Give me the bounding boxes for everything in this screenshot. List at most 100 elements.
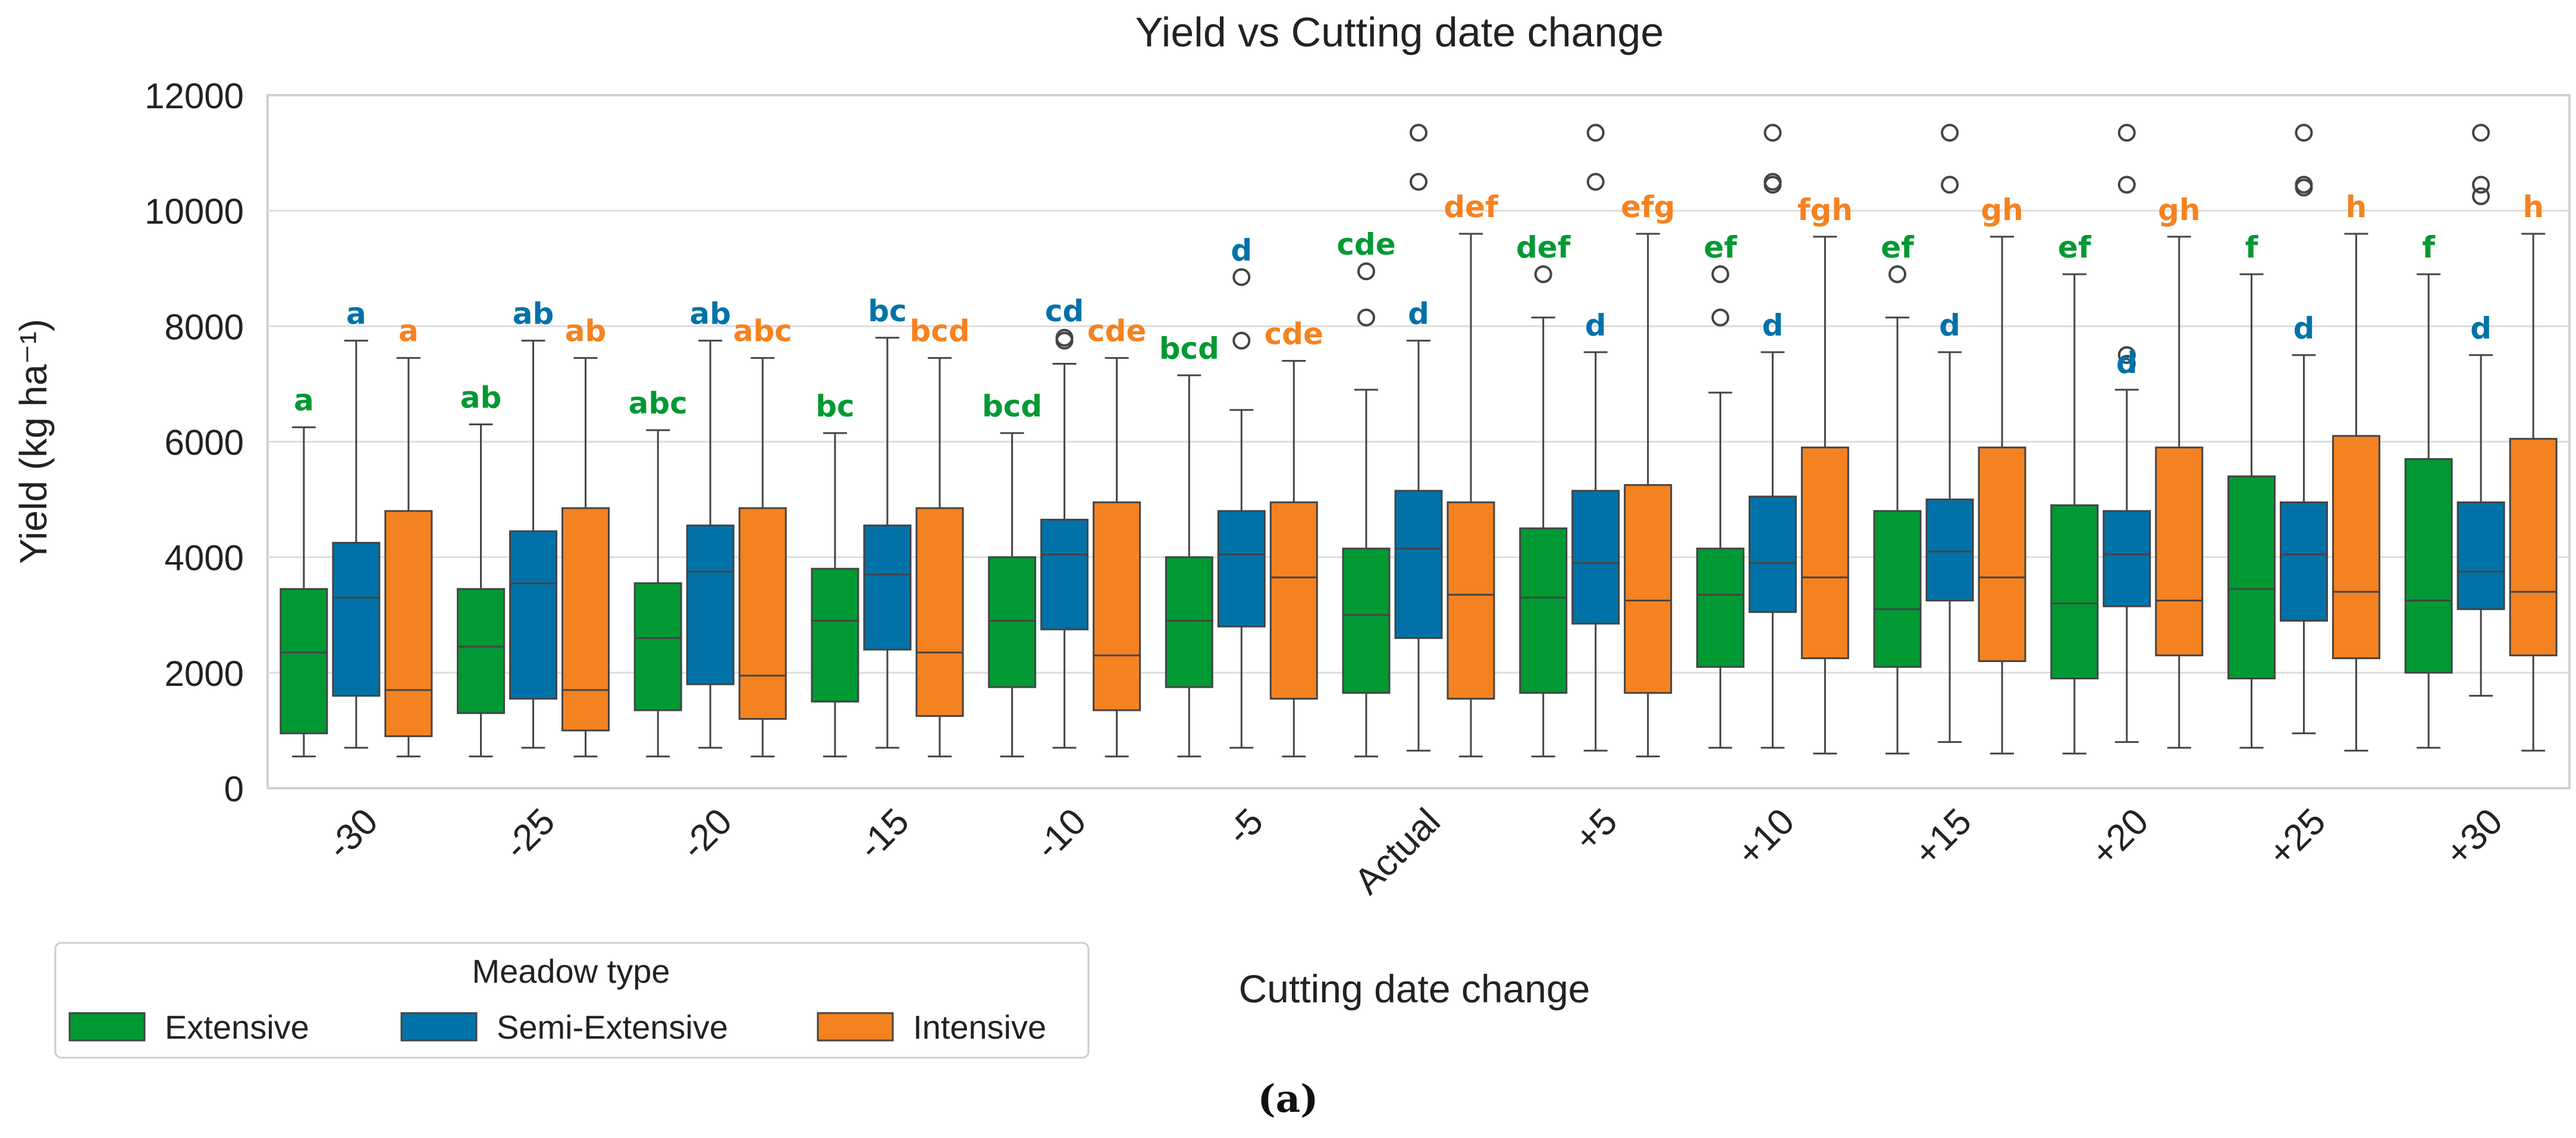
- significance-label: bcd: [909, 314, 969, 349]
- significance-label: d: [1585, 308, 1607, 343]
- outlier-point: [1357, 308, 1375, 327]
- box: [863, 524, 912, 651]
- outlier-point: [1410, 173, 1427, 191]
- box-group: [2155, 236, 2204, 749]
- box-group: [1342, 262, 1391, 758]
- x-tick-label: -25: [496, 801, 563, 867]
- outlier-point: [2295, 124, 2313, 142]
- box-group: [457, 423, 506, 758]
- significance-label: d: [2293, 311, 2315, 346]
- box-group: [1165, 374, 1213, 758]
- y-tick-label: 12000: [145, 76, 244, 116]
- outlier-point: [2117, 355, 2136, 373]
- significance-label: bcd: [1159, 331, 1219, 366]
- legend-label: Semi-Extensive: [497, 1008, 728, 1046]
- significance-label: fgh: [1797, 193, 1853, 227]
- box: [915, 507, 964, 717]
- significance-label: ab: [689, 297, 731, 331]
- outlier-point: [1232, 331, 1251, 350]
- legend-label: Intensive: [913, 1008, 1046, 1046]
- box: [457, 588, 506, 714]
- box-group: [863, 337, 912, 749]
- y-tick-label: 8000: [165, 307, 244, 347]
- box: [633, 582, 682, 711]
- box-group: [738, 357, 787, 758]
- legend-label: Extensive: [165, 1008, 309, 1046]
- box-group: [915, 357, 964, 758]
- y-axis-ticks: 0 2000 4000 6000 8000 10000 12000: [145, 76, 244, 809]
- significance-label: bc: [868, 294, 906, 328]
- box: [1748, 496, 1797, 613]
- significance-label: d: [1762, 308, 1783, 343]
- box: [2155, 446, 2204, 657]
- significance-label: h: [2346, 190, 2367, 224]
- legend-swatch: [817, 1012, 894, 1042]
- significance-label: ab: [513, 297, 554, 331]
- significance-label: ef: [1704, 230, 1738, 265]
- box-group: [2279, 124, 2328, 735]
- box: [1519, 527, 1568, 694]
- significance-label: d: [1231, 233, 1252, 268]
- box-group: [1571, 124, 1620, 752]
- y-tick-label: 10000: [145, 192, 244, 231]
- significance-label: efg: [1621, 190, 1675, 224]
- x-axis-label: Cutting date change: [1239, 967, 1590, 1011]
- box-group: [1748, 124, 1797, 749]
- x-tick-label: +15: [1906, 801, 1979, 874]
- legend-title: Meadow type: [472, 952, 670, 990]
- significance-label: d: [2470, 311, 2492, 346]
- outlier-point: [1941, 124, 1959, 142]
- box-group: [1093, 357, 1141, 758]
- x-tick-label: -5: [1219, 801, 1271, 853]
- outlier-point: [2117, 346, 2136, 364]
- box: [1040, 519, 1089, 631]
- x-tick-label: +20: [2084, 801, 2157, 874]
- significance-label: def: [1444, 190, 1499, 224]
- box-group: [2332, 233, 2380, 752]
- box: [1624, 484, 1673, 694]
- outlier-point: [2472, 124, 2490, 142]
- box: [332, 541, 381, 697]
- outlier-point: [2295, 175, 2313, 194]
- box: [2279, 501, 2328, 622]
- significance-label: h: [2522, 190, 2544, 224]
- box-group: [1800, 236, 1849, 755]
- box-group: [988, 432, 1037, 758]
- box: [1342, 547, 1391, 694]
- outlier-point: [1711, 308, 1730, 327]
- y-axis-label: Yield (kg ha⁻¹): [12, 319, 55, 564]
- box: [1978, 446, 2026, 662]
- box: [2509, 438, 2558, 657]
- box-group: [2404, 273, 2453, 749]
- x-axis-ticks: -30 -25 -20 -15 -10 -5 Actual +5 +10 +15 +20 +25 +30: [319, 801, 2511, 902]
- box: [988, 556, 1037, 688]
- box-group: [1519, 265, 1568, 758]
- outlier-point: [1410, 124, 1427, 142]
- box-group: [1624, 233, 1673, 758]
- y-tick-label: 0: [224, 769, 244, 809]
- outlier-point: [1764, 173, 1782, 191]
- outlier-point: [1232, 268, 1251, 286]
- box: [2050, 504, 2099, 680]
- significance-label: bcd: [982, 389, 1042, 424]
- box: [1165, 556, 1213, 688]
- box: [2404, 458, 2453, 674]
- outlier-point: [2472, 187, 2490, 205]
- outlier-point: [1711, 265, 1730, 283]
- significance-label: d: [2116, 346, 2138, 380]
- y-tick-label: 4000: [165, 538, 244, 578]
- box-group: [633, 429, 682, 758]
- box-group: [811, 432, 859, 758]
- outlier-point: [1764, 124, 1782, 142]
- x-tick-label: -30: [319, 801, 386, 867]
- significance-label: f: [2245, 230, 2259, 265]
- outlier-point: [2472, 175, 2490, 194]
- x-tick-label: +30: [2437, 801, 2511, 874]
- x-tick-label: +25: [2260, 801, 2333, 874]
- x-tick-label: +5: [1567, 801, 1626, 860]
- box: [2456, 501, 2505, 610]
- chart-title: Yield vs Cutting date change: [1135, 9, 1664, 55]
- box-group: [2227, 273, 2276, 749]
- significance-label: cde: [1265, 317, 1323, 352]
